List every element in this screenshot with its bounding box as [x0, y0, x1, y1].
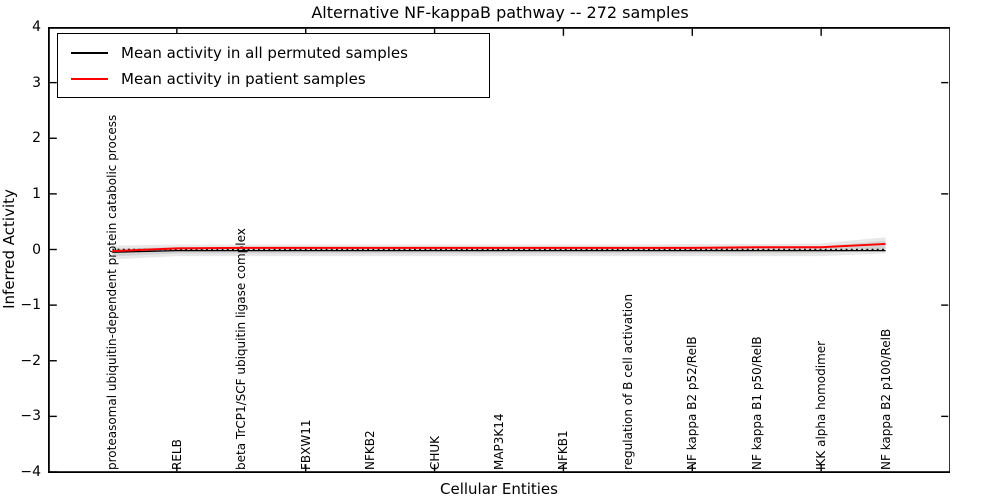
plot-area	[48, 27, 950, 473]
permuted-mean-line	[112, 250, 886, 253]
patient-line-swatch	[71, 77, 108, 80]
legend-entry-patient: Mean activity in patient samples	[58, 66, 489, 92]
chart-title: Alternative NF-kappaB pathway -- 272 sam…	[311, 3, 689, 22]
y-tick-label: 4	[32, 19, 41, 35]
y-tick-label: −1	[20, 297, 41, 314]
y-tick-label: 3	[32, 74, 41, 91]
x-axis-label: Cellular Entities	[440, 480, 558, 498]
y-tick-label: 0	[32, 241, 41, 258]
y-tick-label: 2	[32, 130, 41, 147]
y-tick-label: −2	[20, 352, 41, 369]
legend: Mean activity in all permuted samples Me…	[57, 33, 490, 98]
y-tick-label: −4	[20, 464, 41, 480]
legend-label-patient: Mean activity in patient samples	[121, 69, 366, 88]
y-tick-label: 1	[32, 185, 41, 202]
permuted-line-swatch	[71, 51, 108, 54]
patient-mean-line	[112, 242, 886, 253]
legend-label-permuted: Mean activity in all permuted samples	[121, 43, 408, 62]
legend-entry-permuted: Mean activity in all permuted samples	[58, 40, 489, 66]
y-tick-label: −3	[20, 408, 41, 425]
axes-spines	[48, 27, 950, 473]
